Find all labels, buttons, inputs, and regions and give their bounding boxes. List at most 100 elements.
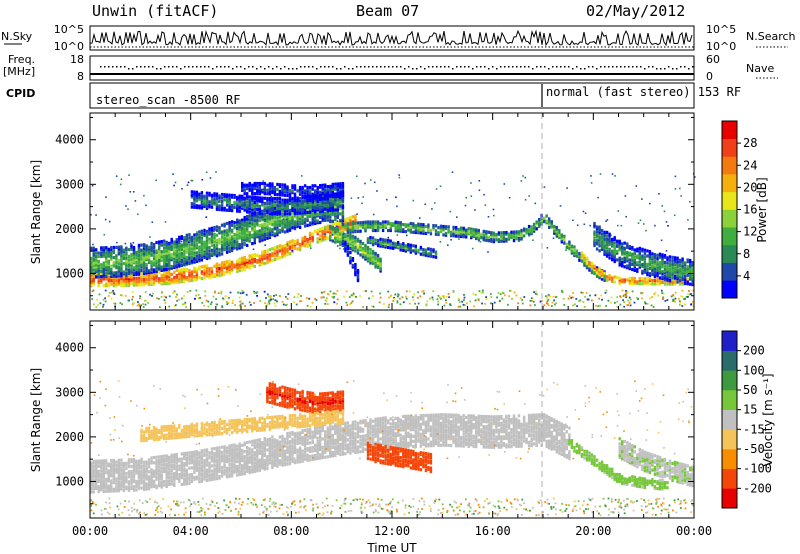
scatter-cell [145,251,148,255]
scatter-cell [266,250,269,254]
scatter-cell [648,282,652,286]
scatter-cell [293,184,297,188]
scatter-cell [258,219,261,223]
scatter-cell [266,223,269,227]
scatter-cell [198,237,201,241]
noise-strip: N.Sky 10^5 10^0 10^5 10^0 N.Search [1,23,796,53]
scatter-cell [95,255,98,259]
scatter-cell [218,268,221,272]
scatter-cell [648,251,652,255]
scatter-cell [689,274,692,278]
scatter-cell [439,224,443,228]
scatter-cell [220,237,224,241]
scatter-cell [249,304,252,306]
scatter-cell [241,230,244,234]
scatter-cell [225,237,229,241]
scatter-cell [261,238,264,242]
scatter-cell [616,239,619,243]
scatter-cell [466,302,468,305]
scatter-cell [534,202,537,205]
scatter-cell [381,222,385,226]
scatter-cell [503,294,506,297]
scatter-cell [188,241,190,244]
scatter-cell [115,254,118,258]
scatter-cell [112,469,116,473]
scatter-cell [258,187,261,191]
scatter-cell [127,248,131,252]
scatter-cell [195,251,199,255]
scatter-cell [507,232,511,236]
scatter-cell [185,243,188,248]
scatter-cell [515,294,518,297]
scatter-cell [270,298,272,301]
scatter-cell [306,213,309,217]
scatter-cell [152,292,154,295]
scatter-cell [660,239,663,242]
scatter-cell [412,222,415,226]
scatter-cell [626,252,629,256]
scatter-cell [92,251,95,255]
scatter-cell [633,268,636,272]
nave-point [264,68,266,70]
scatter-cell [200,197,204,202]
scatter-cell [199,297,202,299]
scatter-cell [315,299,318,301]
scatter-cell [329,238,332,242]
scatter-cell [291,239,294,243]
scatter-cell [188,246,191,250]
scatter-cell [203,204,206,209]
scatter-cell [163,266,166,270]
scatter-cell [475,236,478,241]
scatter-cell [336,214,339,218]
scatter-cell [477,299,480,302]
scatter-cell [319,196,322,200]
scatter-cell [268,302,271,305]
scatter-cell [336,224,339,228]
scatter-cell [180,269,183,274]
nave-point [208,66,210,68]
scatter-cell [381,241,385,245]
scatter-cell [112,464,116,468]
scatter-cell [351,239,355,243]
scatter-cell [228,229,231,233]
nave-point [596,68,598,70]
scatter-cell [233,224,236,228]
scatter-cell [178,245,181,250]
scatter-cell [213,264,216,268]
scatter-cell [666,268,669,272]
scatter-cell [288,189,292,193]
scatter-cell [172,292,174,294]
scatter-cell [356,246,360,250]
scatter-cell [467,230,470,234]
scatter-cell [112,470,116,474]
scatter-cell [425,232,428,234]
scatter-cell [115,282,118,286]
scatter-cell [349,222,352,227]
scatter-cell [636,249,639,253]
scatter-cell [389,227,392,231]
scatter-cell [354,217,357,221]
scatter-cell [173,240,176,244]
scatter-cell [334,187,337,191]
scatter-cell [595,274,599,278]
scatter-cell [334,217,337,221]
scatter-cell [256,223,259,227]
scatter-cell [261,181,264,186]
scatter-cell [193,197,196,201]
scatter-cell [253,302,255,304]
scatter-cell [341,212,345,216]
scatter-cell [238,221,241,225]
scatter-cell [95,214,97,216]
scatter-cell [407,223,410,227]
scatter-cell [324,190,327,194]
freq-tick-high: 18 [70,53,84,66]
scatter-cell [345,290,348,293]
nave-point [552,66,554,68]
scatter-cell [107,477,110,481]
scatter-cell [120,178,123,181]
scatter-cell [656,270,659,274]
scatter-cell [158,270,161,274]
scatter-cell [598,269,601,273]
scatter-cell [200,246,204,250]
scatter-cell [248,188,251,192]
